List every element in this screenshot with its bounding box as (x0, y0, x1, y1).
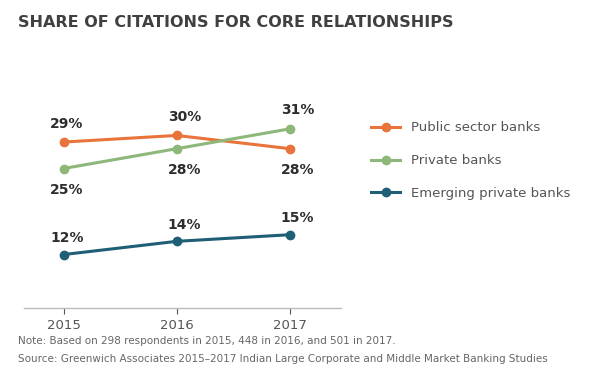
Text: 12%: 12% (50, 231, 84, 245)
Text: 28%: 28% (167, 163, 201, 177)
Legend: Public sector banks, Private banks, Emerging private banks: Public sector banks, Private banks, Emer… (366, 116, 575, 205)
Text: 28%: 28% (281, 163, 315, 177)
Text: 14%: 14% (167, 218, 201, 232)
Text: 29%: 29% (50, 117, 83, 130)
Text: SHARE OF CITATIONS FOR CORE RELATIONSHIPS: SHARE OF CITATIONS FOR CORE RELATIONSHIP… (18, 15, 453, 30)
Text: Note: Based on 298 respondents in 2015, 448 in 2016, and 501 in 2017.: Note: Based on 298 respondents in 2015, … (18, 336, 395, 346)
Text: 25%: 25% (50, 183, 84, 197)
Text: 31%: 31% (281, 103, 314, 117)
Text: 30%: 30% (167, 110, 201, 124)
Text: Source: Greenwich Associates 2015–2017 Indian Large Corporate and Middle Market : Source: Greenwich Associates 2015–2017 I… (18, 354, 548, 364)
Text: 15%: 15% (281, 211, 315, 225)
